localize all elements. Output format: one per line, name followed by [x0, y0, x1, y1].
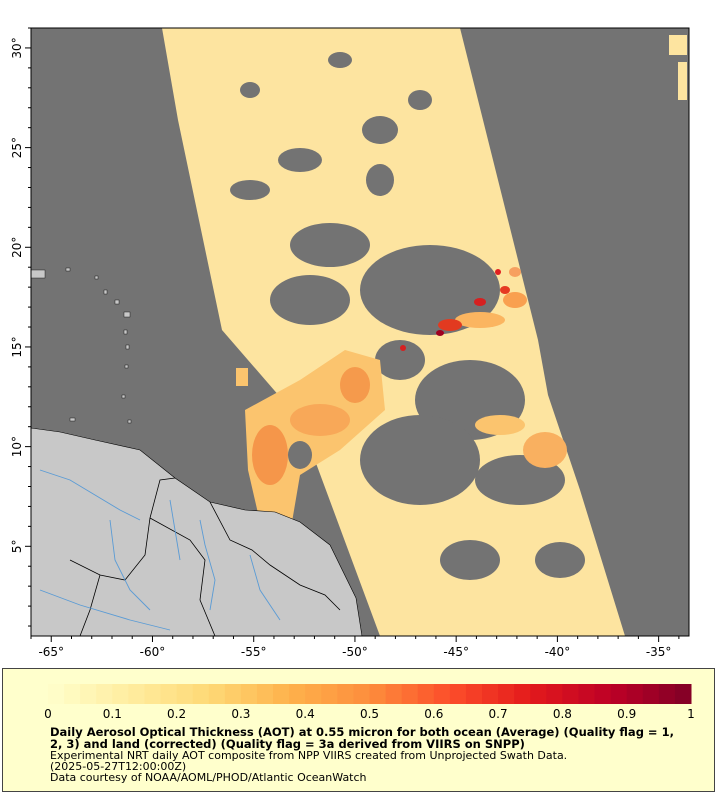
legend-timestamp: (2025-05-27T12:00:00Z) [50, 760, 187, 773]
aot-scattered-east [236, 35, 687, 386]
colorbar-cell [64, 684, 81, 704]
colorbar-cell [546, 684, 563, 704]
colorbar-cell [449, 684, 467, 704]
x-tick-label: -35° [646, 645, 672, 659]
colorbar-cell [48, 684, 65, 704]
colorbar-tick-label: 0.9 [617, 707, 636, 721]
colorbar-tick-label: 0 [44, 707, 52, 721]
aot-map: -65° -60° -55° -50° -45° -40° -35° 5° 10° 15° 20°… [10, 27, 690, 659]
colorbar-cell [192, 684, 210, 704]
colorbar-cell [353, 684, 370, 704]
colorbar-cell [642, 684, 660, 704]
colorbar-cell [128, 684, 145, 704]
y-tick-label: 5° [10, 539, 24, 553]
land-south-america [31, 427, 363, 636]
colorbar-tick-label: 0.4 [296, 707, 315, 721]
colorbar-cell [289, 684, 306, 704]
colorbar-cell [240, 684, 258, 704]
y-tick-label: 10° [10, 436, 24, 457]
colorbar-cell [465, 684, 483, 704]
colorbar-cell [401, 684, 419, 704]
y-tick-label: 15° [10, 336, 24, 357]
colorbar-tick-label: 0.3 [231, 707, 250, 721]
y-tick-label: 30° [10, 37, 24, 58]
colorbar-cell [658, 684, 676, 704]
colorbar-cell [369, 684, 387, 704]
aot-highlights [400, 267, 567, 468]
colorbar-cell [530, 684, 547, 704]
colorbar-cell [160, 684, 178, 704]
longitude-axis: -65° -60° -55° -50° -45° -40° -35° [30, 636, 680, 659]
colorbar-tick-label: 0.7 [489, 707, 508, 721]
colorbar-tick-label: 0.6 [424, 707, 443, 721]
x-tick-label: -50° [342, 645, 368, 659]
map-frame [30, 27, 690, 637]
colorbar-cell [96, 684, 113, 704]
aot-swath-east [162, 28, 625, 636]
x-tick-label: -40° [545, 645, 571, 659]
colorbar-cell [208, 684, 226, 704]
colorbar-tick-label: 0.2 [167, 707, 186, 721]
colorbar-cell [321, 684, 338, 704]
colorbar-cell [305, 684, 322, 704]
colorbar: 0 0.1 0.2 0.3 0.4 0.5 0.6 0.7 0.8 0.9 1 [44, 684, 695, 721]
colorbar-cell [176, 684, 194, 704]
x-tick-label: -45° [443, 645, 469, 659]
y-tick-label: 20° [10, 237, 24, 258]
legend-credit: Data courtesy of NOAA/AOML/PHOD/Atlantic… [50, 771, 367, 784]
colorbar-cell [674, 684, 692, 704]
colorbar-tick-label: 0.5 [360, 707, 379, 721]
colorbar-cell [514, 684, 531, 704]
colorbar-cell [224, 684, 242, 704]
colorbar-cell [594, 684, 612, 704]
colorbar-cell [337, 684, 354, 704]
colorbar-cell [256, 684, 274, 704]
legend-description: Experimental NRT daily AOT composite fro… [50, 749, 568, 762]
colorbar-cell [433, 684, 451, 704]
colorbar-tick-label: 0.8 [553, 707, 572, 721]
colorbar-cell [417, 684, 435, 704]
colorbar-cell [482, 684, 499, 704]
y-tick-label: 25° [10, 137, 24, 158]
legend-panel: 0 0.1 0.2 0.3 0.4 0.5 0.6 0.7 0.8 0.9 1 Daily Aero… [2, 668, 715, 792]
rivers [39, 469, 141, 521]
land-caribbean-islands [31, 267, 132, 424]
colorbar-cell [626, 684, 644, 704]
colorbar-cell [112, 684, 129, 704]
x-tick-label: -65° [38, 645, 64, 659]
x-tick-label: -60° [140, 645, 166, 659]
colorbar-cell [80, 684, 97, 704]
colorbar-cell [144, 684, 162, 704]
colorbar-tick-label: 1 [687, 707, 695, 721]
latitude-axis: 5° 10° 15° 20° 25° 30° [10, 27, 31, 627]
colorbar-tick-label: 0.1 [103, 707, 122, 721]
colorbar-cell [385, 684, 403, 704]
colorbar-cell [578, 684, 596, 704]
colorbar-cell [273, 684, 290, 704]
colorbar-cell [498, 684, 515, 704]
legend-title: Daily Aerosol Optical Thickness (AOT) at… [50, 725, 674, 751]
colorbar-cell [562, 684, 579, 704]
colorbar-cell [610, 684, 628, 704]
x-tick-label: -55° [241, 645, 267, 659]
aot-swath-west [245, 350, 385, 522]
